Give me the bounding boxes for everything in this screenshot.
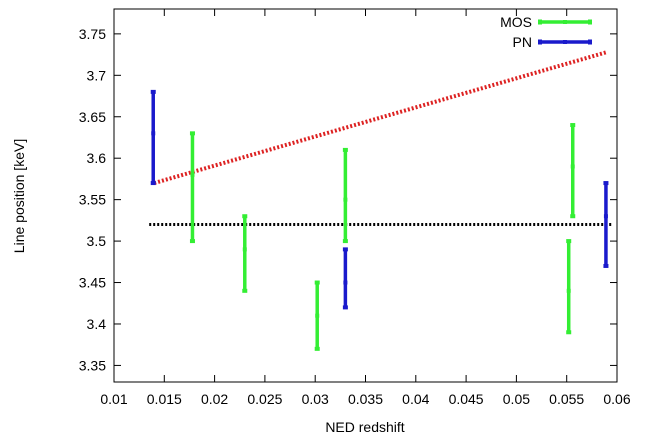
y-axis-title: Line position [keV] (11, 139, 27, 253)
mos-error-cap-top (570, 123, 576, 128)
x-tick-label: 0.03 (302, 391, 329, 407)
legend-swatch-marker (563, 20, 567, 24)
legend-swatch-cap (588, 39, 592, 45)
legend-swatch-cap (538, 39, 542, 45)
mos-marker (343, 197, 348, 202)
legend-item-pn: PN (513, 34, 592, 50)
mos-error-cap-bottom (566, 330, 572, 335)
legend-item-mos: MOS (500, 14, 592, 30)
mos-marker (242, 247, 247, 252)
legend-swatch-cap (588, 19, 592, 25)
mos-marker (570, 164, 575, 169)
mos-point (242, 214, 248, 293)
y-tick-label: 3.55 (79, 192, 106, 208)
data-points (150, 89, 609, 351)
y-tick-label: 3.65 (79, 109, 106, 125)
x-axis-title: NED redshift (325, 419, 404, 435)
pn-marker (343, 280, 348, 285)
x-tick-label: 0.02 (201, 391, 228, 407)
pn-marker (603, 214, 608, 219)
legend: MOS PN (500, 14, 592, 50)
mos-error-cap-top (566, 239, 572, 244)
mos-error-cap-bottom (189, 239, 195, 244)
pn-point (603, 181, 609, 268)
mos-marker (315, 313, 320, 318)
mos-point (314, 280, 320, 351)
y-tick-label: 3.4 (87, 316, 107, 332)
mos-error-cap-top (314, 280, 320, 285)
trend-line (153, 50, 608, 185)
mos-point (189, 131, 195, 244)
mos-error-cap-bottom (570, 214, 576, 219)
mos-point (566, 239, 572, 335)
x-tick-label: 0.015 (147, 391, 182, 407)
pn-error-cap-bottom (342, 305, 348, 310)
pn-point (150, 89, 156, 186)
pn-marker (151, 131, 156, 136)
y-tick-label: 3.45 (79, 275, 106, 291)
y-tick-labels: 3.35 3.4 3.45 3.5 3.55 3.6 3.65 3.7 3.75 (79, 26, 106, 374)
legend-label: PN (513, 34, 532, 50)
legend-swatch-marker (563, 40, 567, 44)
plot-frame (113, 8, 618, 383)
y-tick-label: 3.7 (87, 67, 107, 83)
x-tick-label: 0.045 (449, 391, 484, 407)
x-tick-label: 0.06 (603, 391, 630, 407)
mos-point (342, 147, 348, 244)
pn-error-cap-bottom (603, 263, 609, 268)
mos-error-cap-bottom (242, 288, 248, 293)
pn-error-cap-bottom (150, 181, 156, 186)
legend-swatch-cap (538, 19, 542, 25)
axis-ticks (113, 9, 618, 382)
pn-point (342, 247, 348, 310)
y-tick-label: 3.75 (79, 26, 106, 42)
x-tick-label: 0.05 (503, 391, 530, 407)
pn-error-cap-top (603, 181, 609, 186)
mos-error-cap-top (242, 214, 248, 219)
y-tick-label: 3.6 (87, 150, 107, 166)
reference-lines (149, 50, 612, 227)
x-tick-label: 0.01 (100, 391, 127, 407)
x-tick-label: 0.055 (549, 391, 584, 407)
mos-error-cap-bottom (342, 239, 348, 244)
x-tick-label: 0.035 (348, 391, 383, 407)
y-tick-label: 3.35 (79, 357, 106, 373)
mos-error-cap-top (189, 131, 195, 136)
mos-point (570, 123, 576, 219)
legend-label: MOS (500, 14, 532, 30)
mos-error-cap-top (342, 147, 348, 152)
mos-error-cap-bottom (314, 346, 320, 351)
mos-marker (190, 172, 195, 177)
x-tick-label: 0.04 (402, 391, 429, 407)
pn-error-cap-top (150, 89, 156, 94)
x-tick-labels: 0.01 0.015 0.02 0.025 0.03 0.035 0.04 0.045 0.05… (100, 391, 630, 407)
pn-error-cap-top (342, 247, 348, 252)
mos-marker (566, 288, 571, 293)
x-tick-label: 0.025 (247, 391, 282, 407)
y-tick-label: 3.5 (87, 233, 107, 249)
